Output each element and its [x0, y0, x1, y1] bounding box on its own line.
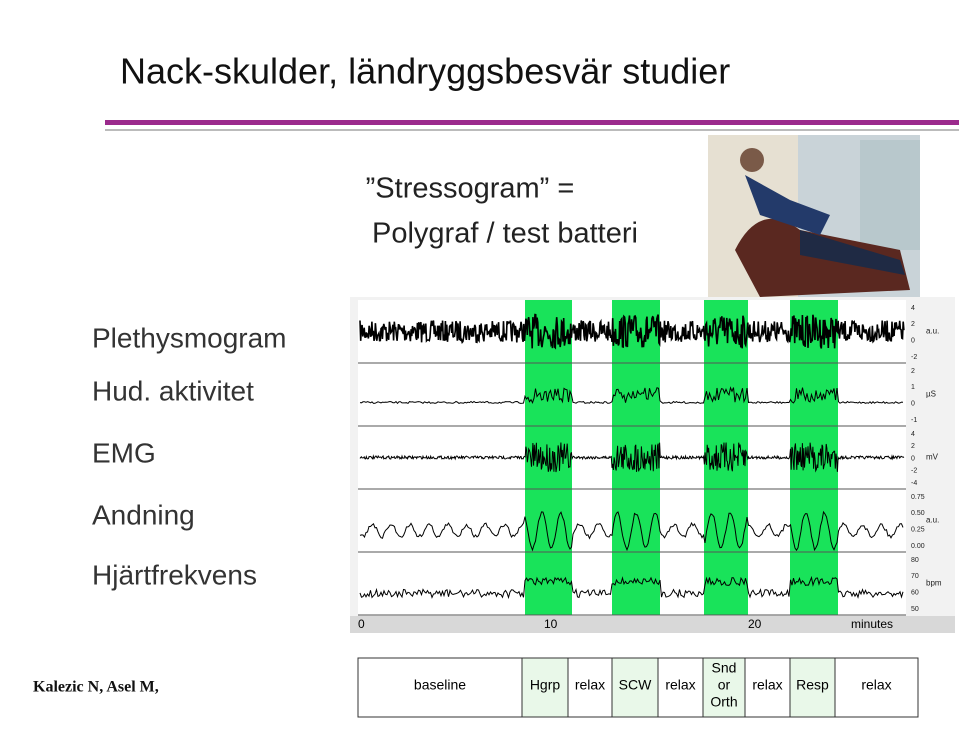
scale-label: -1 — [911, 417, 917, 424]
scale-label: 0.25 — [911, 527, 925, 534]
scale-label: 0.75 — [911, 494, 925, 501]
signal-trace — [359, 386, 904, 405]
scale-label: 2 — [911, 443, 915, 450]
protocol-cell — [611, 657, 659, 718]
channel-label: Hud. aktivitet — [92, 375, 254, 406]
unit-label: mV — [926, 453, 939, 462]
scale-label: -4 — [911, 480, 917, 487]
author: Kalezic N, Asel M, — [33, 679, 159, 696]
protocol-label: Orth — [710, 694, 737, 710]
scale-label: 4 — [911, 431, 915, 438]
protocol-label: relax — [752, 677, 782, 693]
protocol-cell — [702, 657, 746, 718]
scale-label: 0 — [911, 455, 915, 462]
protocol-label: or — [718, 677, 731, 693]
channel-label: Andning — [92, 499, 195, 530]
signal-trace — [359, 442, 905, 473]
scale-label: 2 — [911, 321, 915, 328]
title-rule — [105, 120, 959, 125]
protocol-cell — [834, 657, 919, 718]
time-tick-label: 20 — [748, 617, 762, 631]
scale-label: -2 — [911, 468, 917, 475]
photo — [708, 135, 920, 297]
protocol-cell — [567, 657, 613, 718]
scale-label: 0.50 — [911, 510, 925, 517]
subtitle-line: Polygraf / test batteri — [372, 218, 638, 250]
signal-trace — [359, 575, 904, 600]
scale-label: 0 — [911, 401, 915, 408]
title-rule-thin — [105, 129, 959, 131]
scale-label: 60 — [911, 590, 919, 597]
signal-trace — [359, 510, 904, 552]
channel-label: Hjärtfrekvens — [92, 559, 257, 590]
protocol-label: relax — [665, 677, 695, 693]
channel-label: Plethysmogram — [92, 322, 287, 353]
channel-label: EMG — [92, 437, 156, 468]
time-axis-strip — [350, 616, 955, 633]
scale-label: 2 — [911, 368, 915, 375]
unit-label: a.u. — [926, 327, 939, 336]
scale-label: 0 — [911, 338, 915, 345]
unit-label: bpm — [926, 579, 942, 588]
protocol-label: SCW — [619, 677, 652, 693]
time-tick-label: 10 — [544, 617, 558, 631]
unit-label: a.u. — [926, 516, 939, 525]
task-band — [525, 300, 572, 615]
scale-label: 70 — [911, 573, 919, 580]
protocol-label: baseline — [414, 677, 466, 693]
time-unit: minutes — [851, 617, 893, 631]
unit-label: µS — [926, 390, 936, 399]
scale-label: 0.00 — [911, 543, 925, 550]
task-band — [704, 300, 748, 615]
scale-label: -2 — [911, 354, 917, 361]
scale-label: 80 — [911, 557, 919, 564]
subtitle-line: ”Stressogram” = — [366, 173, 575, 205]
protocol-label: Resp — [796, 677, 829, 693]
scale-label: 4 — [911, 305, 915, 312]
signal-trace — [359, 313, 905, 350]
protocol-label: relax — [575, 677, 605, 693]
protocol-cell — [357, 657, 523, 718]
protocol-cell — [521, 657, 569, 718]
protocol-cell — [657, 657, 704, 718]
scale-label: 50 — [911, 606, 919, 613]
protocol-label: Hgrp — [530, 677, 561, 693]
protocol-label: Snd — [712, 660, 737, 676]
time-tick-label: 0 — [358, 617, 365, 631]
protocol-label: relax — [861, 677, 891, 693]
scale-label: 1 — [911, 384, 915, 391]
slide-title: Nack-skulder, ländryggsbesvär studier — [120, 51, 730, 92]
